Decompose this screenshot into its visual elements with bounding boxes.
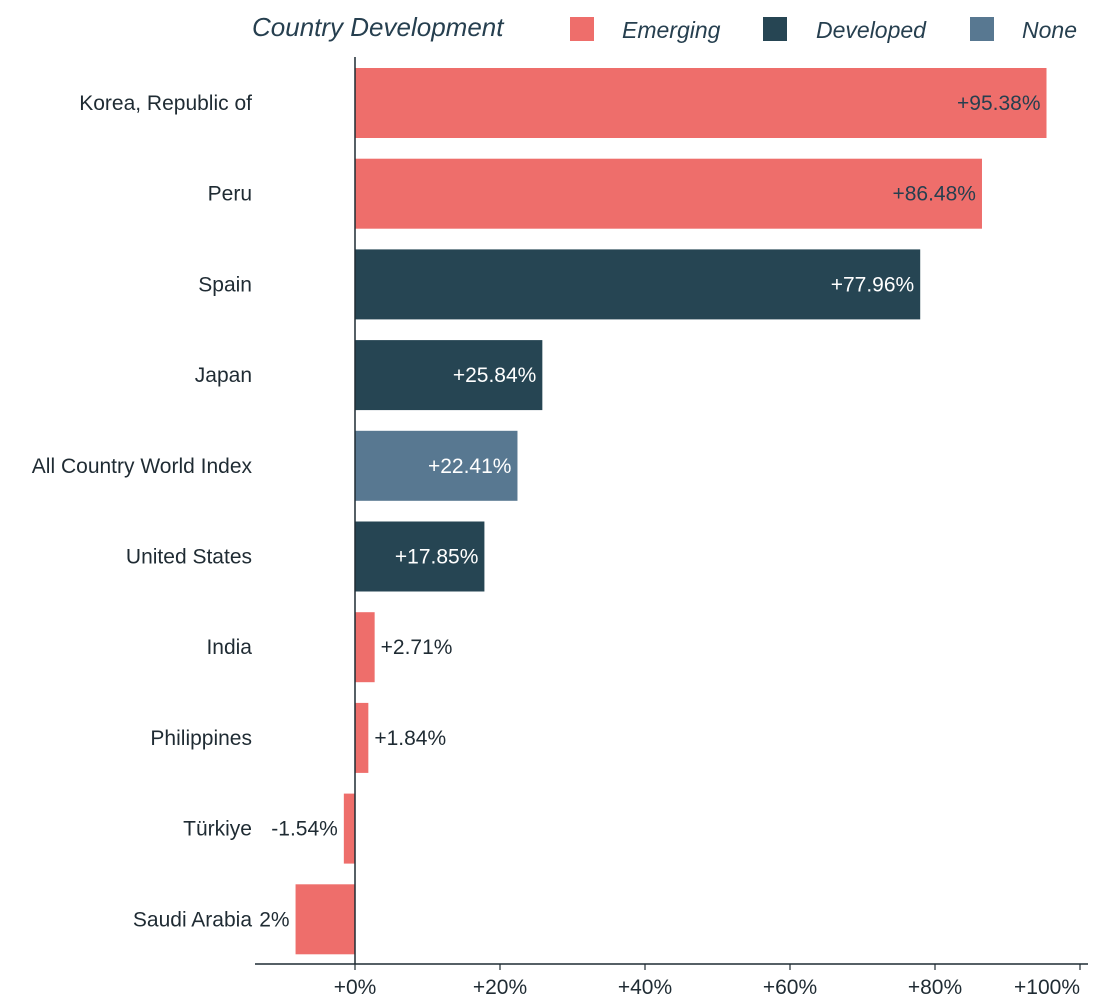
bar-korea-republic-of[interactable] bbox=[355, 68, 1047, 138]
bar-united-states[interactable] bbox=[355, 521, 485, 592]
data-label-spain: +77.96% bbox=[831, 273, 915, 296]
category-label-japan: Japan bbox=[195, 364, 252, 387]
bar-turkiye[interactable] bbox=[343, 793, 355, 864]
bar-peru[interactable] bbox=[355, 158, 982, 229]
data-label-united-states: +17.85% bbox=[395, 546, 479, 569]
data-label-philippines: +1.84% bbox=[374, 727, 446, 750]
data-label-peru: +86.48% bbox=[892, 183, 976, 206]
legend-entry-developed[interactable]: Developed bbox=[763, 17, 927, 43]
category-label-united-states: United States bbox=[126, 546, 252, 569]
legend-entry-emerging[interactable]: Emerging bbox=[570, 17, 721, 43]
category-label-peru: Peru bbox=[208, 183, 252, 206]
x-tick-label: +80% bbox=[908, 976, 962, 999]
category-label-turkiye: Türkiye bbox=[183, 818, 252, 841]
category-label-spain: Spain bbox=[198, 273, 252, 296]
legend: Country Development Emerging Developed N… bbox=[252, 12, 1077, 43]
x-axis-ticks: +0% +20% +40% +60% +80% +100% bbox=[334, 964, 1081, 999]
category-label-india: India bbox=[206, 636, 252, 659]
bar-philippines[interactable] bbox=[355, 702, 369, 773]
bars bbox=[295, 68, 1047, 955]
category-label-all-country-world-index: All Country World Index bbox=[32, 455, 253, 478]
legend-label-emerging: Emerging bbox=[622, 17, 721, 43]
bar-japan[interactable] bbox=[355, 340, 543, 411]
data-label-turkiye: -1.54% bbox=[271, 818, 338, 841]
x-tick-label: +40% bbox=[618, 976, 672, 999]
legend-label-none: None bbox=[1022, 17, 1077, 43]
legend-title: Country Development bbox=[252, 12, 505, 42]
bar-all-country-world-index[interactable] bbox=[355, 430, 518, 501]
legend-swatch-emerging bbox=[570, 17, 594, 41]
bar-saudi-arabia[interactable] bbox=[295, 884, 355, 955]
x-tick-label: +100% bbox=[1014, 976, 1080, 999]
category-label-korea-republic-of: Korea, Republic of bbox=[79, 92, 252, 115]
data-label-japan: +25.84% bbox=[453, 364, 537, 387]
category-label-philippines: Philippines bbox=[150, 727, 252, 750]
data-labels: +95.38% +86.48% +77.96% +25.84% +22.41% +17.8… bbox=[259, 92, 1040, 931]
x-tick-label: +20% bbox=[473, 976, 527, 999]
bar-india[interactable] bbox=[355, 612, 375, 683]
bar-spain[interactable] bbox=[355, 249, 921, 320]
legend-entry-none[interactable]: None bbox=[970, 17, 1077, 43]
data-label-all-country-world-index: +22.41% bbox=[428, 455, 512, 478]
legend-label-developed: Developed bbox=[816, 17, 927, 43]
data-label-india: +2.71% bbox=[381, 636, 453, 659]
x-tick-label: +60% bbox=[763, 976, 817, 999]
category-labels: Korea, Republic of Peru Spain Japan All Coun… bbox=[32, 92, 253, 931]
data-label-saudi-arabia: 2% bbox=[259, 908, 289, 931]
x-tick-label: +0% bbox=[334, 976, 377, 999]
data-label-korea-republic-of: +95.38% bbox=[957, 92, 1041, 115]
category-label-saudi-arabia: Saudi Arabia bbox=[133, 908, 252, 931]
legend-swatch-developed bbox=[763, 17, 787, 41]
legend-swatch-none bbox=[970, 17, 994, 41]
